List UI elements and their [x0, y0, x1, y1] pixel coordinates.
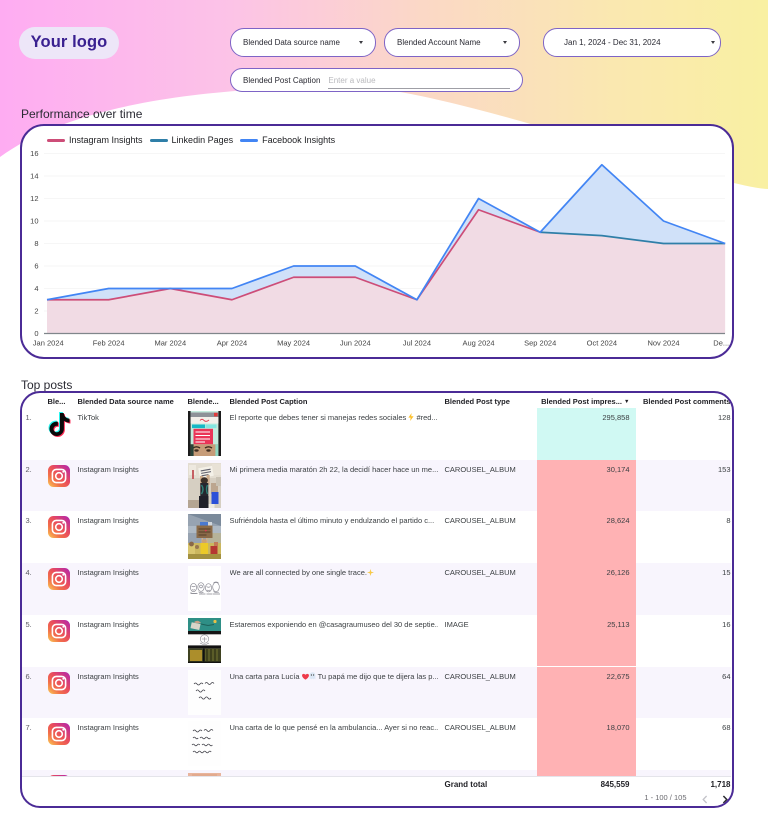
svg-text:12: 12	[30, 194, 38, 203]
svg-text:Mar 2024: Mar 2024	[154, 339, 186, 348]
svg-text:10: 10	[30, 217, 38, 226]
svg-text:Oct 2024: Oct 2024	[587, 339, 617, 348]
svg-text:14: 14	[30, 172, 38, 181]
svg-text:6: 6	[34, 262, 38, 271]
svg-text:Jan 2024: Jan 2024	[33, 339, 64, 348]
svg-text:16: 16	[30, 149, 38, 158]
svg-text:Nov 2024: Nov 2024	[647, 339, 679, 348]
svg-text:May 2024: May 2024	[277, 339, 310, 348]
svg-text:4: 4	[34, 284, 38, 293]
svg-text:Jun 2024: Jun 2024	[340, 339, 371, 348]
svg-text:De...: De...	[713, 339, 729, 348]
svg-text:Feb 2024: Feb 2024	[93, 339, 125, 348]
svg-text:8: 8	[34, 239, 38, 248]
svg-text:2: 2	[34, 307, 38, 316]
svg-text:Apr 2024: Apr 2024	[217, 339, 247, 348]
svg-text:0: 0	[34, 329, 38, 338]
svg-text:Jul 2024: Jul 2024	[403, 339, 431, 348]
svg-text:Sep 2024: Sep 2024	[524, 339, 556, 348]
svg-text:Aug 2024: Aug 2024	[462, 339, 494, 348]
